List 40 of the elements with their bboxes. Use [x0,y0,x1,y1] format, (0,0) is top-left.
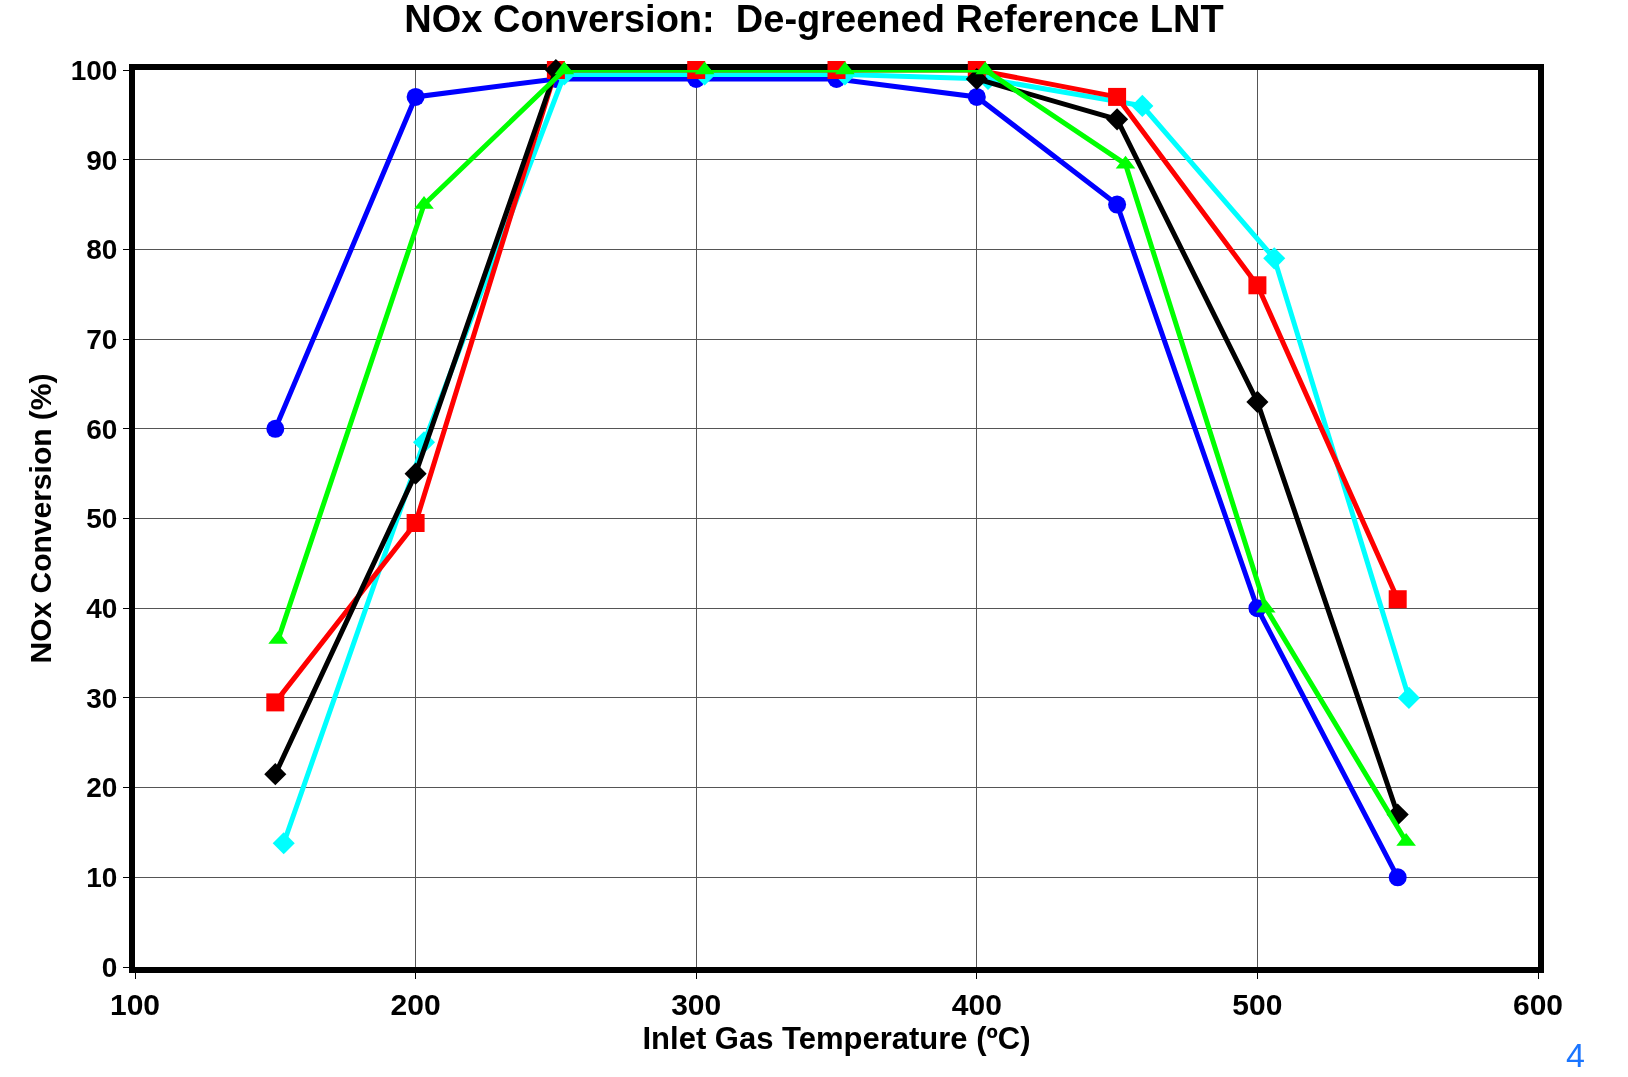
point [266,419,285,438]
y-axis-title: NOx Conversion (%) [24,373,58,664]
y-tick-label: 100 [70,54,118,86]
point [266,693,285,712]
point [1106,108,1129,131]
x-tick-label: 100 [109,988,161,1021]
point [1248,276,1267,295]
y-tick-label: 60 [86,413,118,445]
point [1397,686,1420,709]
point [264,763,287,786]
point [272,832,295,855]
point [404,462,427,485]
y-tick-label: 0 [101,951,118,983]
y-tick-label: 70 [86,323,118,355]
point [835,61,855,75]
x-tick-label: 400 [951,988,1002,1021]
point [1131,94,1154,117]
y-tick-label: 10 [86,862,118,894]
x-axis-title: Inlet Gas Temperature (ºC) [642,1021,1031,1056]
point [1108,87,1127,106]
x-tick-label: 300 [671,988,722,1021]
y-tick-label: 30 [86,682,118,714]
point [1263,247,1286,270]
x-tick-label: 200 [390,988,441,1021]
point [967,87,986,106]
x-tick-label: 600 [1512,988,1564,1021]
point [1388,868,1407,887]
chart-title: NOx Conversion: De-greened Reference LNT [404,0,1224,40]
x-tick-label: 500 [1232,988,1283,1021]
point [406,513,425,532]
y-tick-label: 50 [86,503,118,535]
y-tick-label: 80 [86,234,118,266]
point [1388,590,1407,609]
y-tick-label: 90 [86,144,118,176]
point [1108,195,1127,214]
point [406,87,425,106]
text: 4 [1566,1036,1585,1074]
y-tick-label: 20 [86,772,118,804]
y-tick-label: 40 [86,593,118,624]
point [1246,390,1269,413]
